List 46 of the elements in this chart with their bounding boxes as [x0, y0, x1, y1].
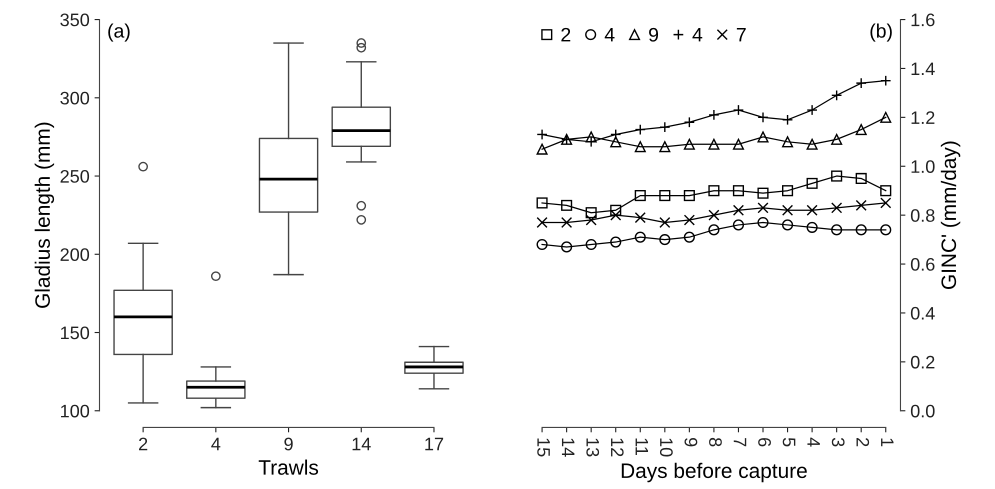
- y-axis-title: GINC' (mm/day): [940, 142, 960, 290]
- x-tick-label: 14: [352, 438, 371, 450]
- x-tick-label: 4: [211, 438, 220, 450]
- y-tick-label: 350: [60, 13, 90, 26]
- y-tick-label: 1.6: [912, 13, 935, 26]
- x-tick-label: 1: [881, 438, 894, 446]
- y-tick-label: 1.0: [912, 160, 935, 173]
- y-tick-label: 1.2: [912, 111, 934, 124]
- y-tick-label: 0.2: [910, 356, 934, 369]
- y-tick-label: 0.4: [910, 306, 935, 320]
- y-axis-title: Gladius length (mm): [34, 122, 54, 308]
- y-tick-label: 0.8: [910, 209, 935, 222]
- legend-label: 2: [561, 28, 570, 42]
- y-tick-label: 200: [60, 248, 90, 261]
- y-tick-label: 150: [61, 326, 90, 340]
- x-tick-label: 8: [709, 438, 722, 446]
- x-axis-title: Days before capture: [622, 462, 807, 482]
- x-tick-label: 9: [684, 438, 698, 446]
- x-axis-title: Trawls: [258, 460, 318, 475]
- legend-label: 4: [692, 28, 702, 42]
- x-tick-label: 14: [562, 438, 574, 457]
- y-tick-label: 100: [61, 404, 90, 418]
- legend-label: 7: [736, 28, 746, 42]
- x-tick-label: 12: [611, 438, 624, 456]
- legend-label: 9: [649, 28, 658, 42]
- x-tick-label: 9: [284, 438, 293, 450]
- x-tick-label: 4: [807, 438, 820, 447]
- x-tick-label: 11: [636, 438, 648, 456]
- y-tick-label: 250: [60, 170, 90, 183]
- x-tick-label: 6: [758, 438, 771, 446]
- x-tick-label: 2: [856, 438, 870, 446]
- x-tick-label: 17: [425, 438, 444, 450]
- x-tick-label: 7: [734, 438, 746, 446]
- x-tick-label: 2: [139, 438, 148, 450]
- y-tick-label: 1.4: [912, 62, 935, 75]
- x-tick-label: 5: [782, 438, 796, 446]
- annotation: (a): [108, 23, 130, 42]
- x-tick-label: 15: [537, 438, 550, 456]
- annotation: (b): [870, 23, 892, 42]
- y-tick-label: 300: [60, 92, 90, 105]
- x-tick-label: 10: [660, 438, 673, 457]
- y-tick-label: 0.6: [910, 258, 935, 271]
- legend-label: 4: [604, 28, 615, 42]
- x-tick-label: 3: [832, 438, 845, 446]
- y-tick-label: 0.0: [910, 404, 935, 418]
- x-tick-label: 13: [586, 438, 600, 456]
